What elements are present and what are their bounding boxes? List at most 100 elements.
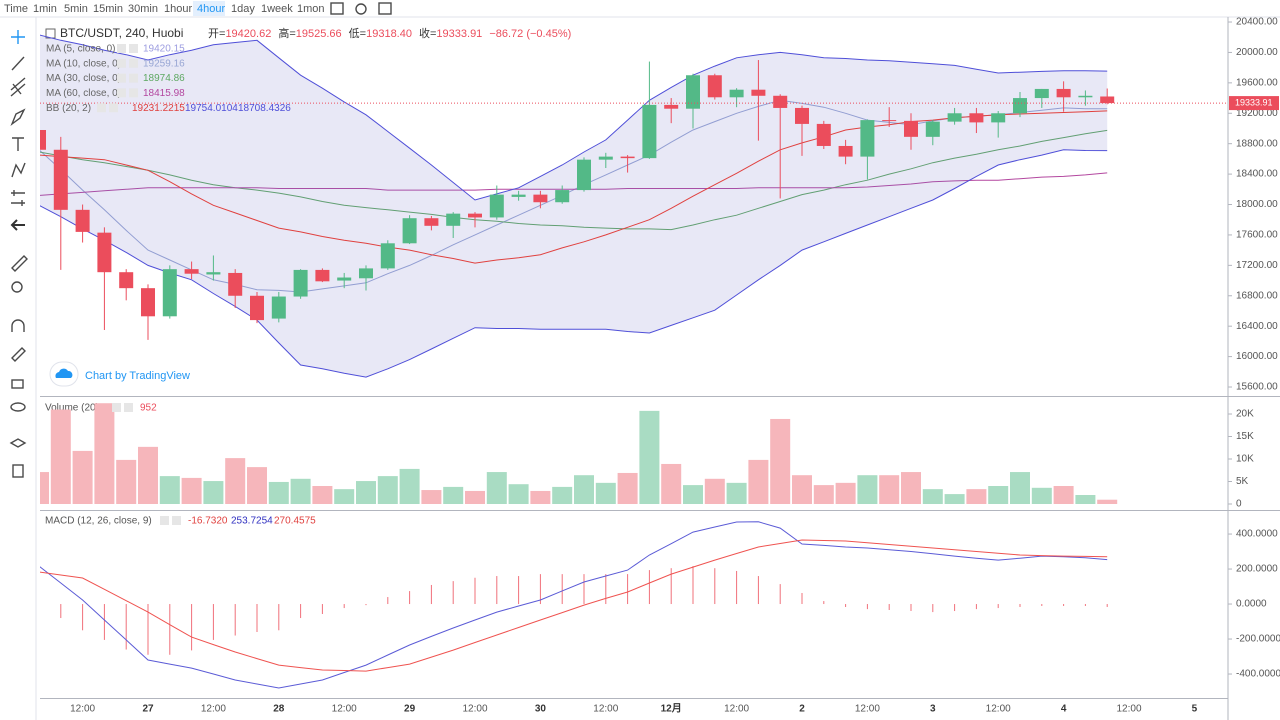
study-name: MA (10, close, 0) [46, 58, 121, 69]
x-tick-label: 4 [1061, 704, 1067, 715]
volume-bar [1031, 487, 1052, 504]
y-tick-label: 16400.00 [1236, 321, 1278, 332]
bb-line [40, 110, 1108, 264]
x-tick-label: 28 [273, 704, 285, 715]
study-close[interactable] [109, 103, 118, 113]
lock-tool[interactable] [11, 379, 24, 389]
study-close[interactable] [124, 403, 133, 412]
volume-bar [835, 482, 856, 504]
volume-bar [595, 482, 616, 504]
candle-body [119, 272, 134, 289]
candle-body [729, 89, 744, 98]
interval-button[interactable]: 4hour [197, 3, 225, 15]
volume-bar [486, 472, 507, 504]
x-tick-label: 12:00 [855, 704, 880, 715]
candle-body [468, 213, 482, 218]
candle-body [838, 145, 853, 157]
settings-button[interactable] [355, 3, 367, 15]
crosshair-tool[interactable] [11, 30, 25, 44]
interval-button[interactable]: Time [4, 3, 28, 15]
study-close[interactable] [129, 73, 138, 83]
text-tool[interactable] [12, 137, 24, 151]
y-tick-label: 16000.00 [1236, 351, 1278, 362]
volume-bar [508, 484, 529, 504]
volume-bar [138, 446, 158, 504]
interval-button[interactable]: 1mon [297, 3, 325, 15]
volume-bar [552, 486, 573, 504]
back-tool[interactable] [10, 219, 25, 231]
ma-line [40, 172, 1108, 196]
candle-body [250, 295, 264, 321]
volume-bar [312, 486, 333, 504]
candle-body [271, 296, 286, 319]
study-close[interactable] [172, 516, 181, 525]
fib-tool[interactable] [10, 77, 26, 97]
hide-tool[interactable] [10, 402, 26, 412]
stay-drawing-tool[interactable] [11, 347, 26, 362]
volume-bar [290, 478, 311, 504]
interval-button[interactable]: 15min [93, 3, 123, 15]
prediction-tool[interactable] [11, 190, 25, 206]
candle-body [795, 107, 809, 124]
brush-tool[interactable] [10, 108, 26, 127]
candle-body [816, 123, 831, 146]
study-settings[interactable] [160, 516, 169, 525]
study-close[interactable] [129, 44, 138, 53]
measure-tool[interactable] [11, 255, 28, 272]
volume-bar [159, 476, 180, 504]
delete-tool[interactable] [12, 464, 24, 478]
study-value: 18708.4326 [238, 103, 291, 114]
study-settings[interactable] [112, 403, 121, 412]
interval-button[interactable]: 1min [33, 3, 57, 15]
volume-bar [181, 477, 202, 504]
study-settings[interactable] [117, 58, 126, 68]
volume-bar [1010, 472, 1030, 504]
y-tick-label: 0.0000 [1236, 599, 1267, 610]
screenshot-button[interactable] [378, 2, 392, 15]
candle-body [75, 209, 90, 232]
volume-title: Volume (20) [45, 403, 99, 414]
drawing-toolbar [9, 30, 28, 478]
watermark-text: Chart by TradingView [85, 370, 190, 382]
last-price-label: 19333.91 [1235, 97, 1273, 107]
zoom-tool[interactable] [11, 281, 23, 293]
x-tick-label: 2 [799, 704, 805, 715]
candle-body [577, 159, 591, 191]
magnet-tool[interactable] [11, 319, 25, 332]
interval-button[interactable]: 1day [231, 3, 255, 15]
study-close[interactable] [129, 58, 138, 68]
volume-bar [988, 486, 1009, 504]
layers-tool[interactable] [9, 438, 27, 448]
top-toolbar [0, 0, 1280, 17]
y-tick-label: 15600.00 [1236, 382, 1278, 393]
volume-bar [443, 486, 464, 504]
bb-line [40, 149, 1108, 378]
interval-button[interactable]: 1week [261, 3, 293, 15]
y-tick-label: 0 [1236, 499, 1242, 510]
y-tick-label: 10K [1236, 454, 1254, 465]
interval-button[interactable]: 30min [128, 3, 158, 15]
volume-bar [574, 475, 594, 504]
study-settings[interactable] [117, 44, 126, 53]
pattern-tool[interactable] [11, 162, 26, 178]
x-tick-label: 5 [1192, 704, 1198, 715]
x-tick-label: 12:00 [70, 704, 95, 715]
volume-bar [726, 482, 747, 504]
study-settings[interactable] [117, 73, 126, 83]
bb-line [40, 34, 1108, 201]
candle-body [882, 120, 897, 122]
interval-button[interactable]: 1hour [164, 3, 192, 15]
study-settings[interactable] [97, 103, 106, 113]
candle-body [598, 156, 613, 160]
study-close[interactable] [129, 88, 138, 98]
candle-body [664, 104, 679, 109]
study-settings[interactable] [117, 88, 126, 98]
ohlc-name: 高= [278, 26, 295, 40]
compare-button[interactable] [330, 2, 344, 15]
volume-bar [465, 490, 485, 504]
interval-button[interactable]: 5min [64, 3, 88, 15]
volume-bar [901, 472, 921, 504]
y-tick-label: 400.0000 [1236, 529, 1278, 540]
volume-bar [72, 450, 93, 504]
trendline-tool[interactable] [11, 56, 25, 71]
